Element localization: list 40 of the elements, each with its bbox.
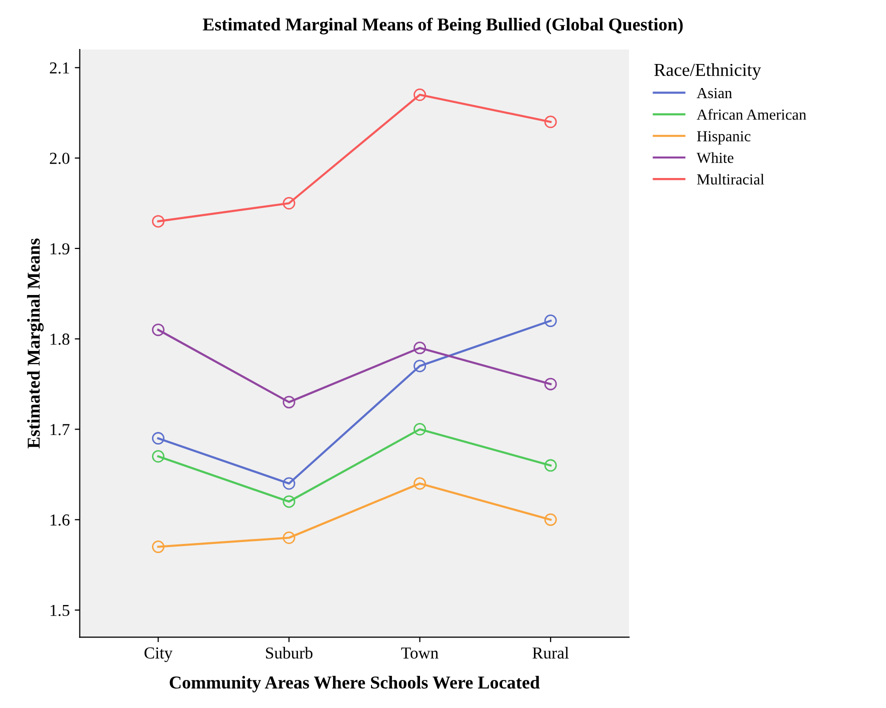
y-tick-label: 1.6 [50, 514, 70, 526]
point [414, 477, 426, 490]
point [152, 432, 164, 445]
x-tick-label: Town [401, 648, 438, 659]
point [152, 324, 164, 336]
point [544, 314, 557, 328]
point [544, 459, 557, 472]
point [414, 423, 426, 436]
point [414, 360, 426, 372]
point [544, 513, 557, 526]
point [544, 378, 557, 390]
point [282, 197, 296, 210]
point [152, 450, 164, 463]
point [414, 342, 426, 354]
legend-label: White [696, 152, 734, 164]
legend-title: Race/Ethnicity [654, 63, 762, 80]
point [152, 540, 164, 554]
point [282, 495, 296, 508]
y-axis-title: Estimated Marginal Means [27, 238, 44, 448]
point [544, 116, 557, 128]
y-tick-label: 1.5 [50, 604, 70, 616]
legend-label: Multiracial [697, 174, 764, 185]
x-tick-label: Rural [532, 646, 569, 659]
point [282, 477, 296, 490]
legend-label: African American [696, 108, 806, 120]
y-tick-label: 1.7 [50, 424, 70, 436]
y-tick-label: 2.0 [50, 152, 70, 164]
x-tick-label: Suburb [266, 646, 312, 659]
x-tick-label: City [144, 647, 173, 662]
y-tick-label: 1.9 [50, 243, 70, 254]
chart-title: Estimated Marginal Means of Being Bullied (Global Question) [202, 18, 683, 34]
point [282, 532, 296, 544]
point [282, 396, 296, 408]
legend-label: Hispanic [697, 131, 750, 144]
point [152, 215, 164, 228]
x-axis-title: Community Areas Where Schools Were Located [170, 676, 540, 692]
legend-label: Asian [696, 88, 732, 98]
point [414, 88, 426, 102]
y-tick-label: 2.1 [50, 62, 70, 74]
y-tick-label: 1.8 [50, 334, 70, 345]
